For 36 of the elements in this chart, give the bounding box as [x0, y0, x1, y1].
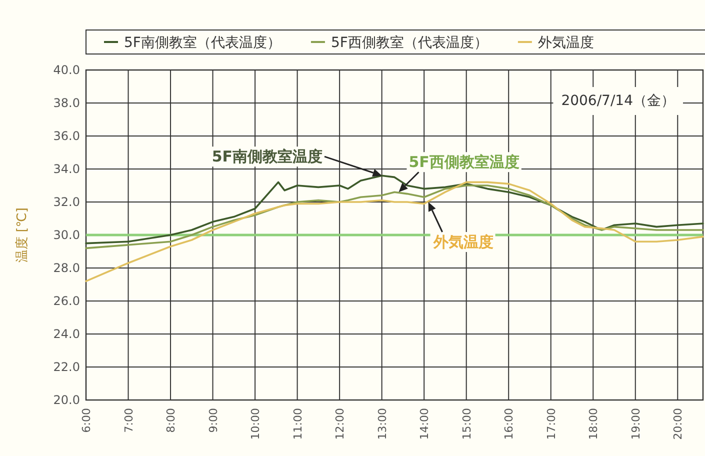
annotation: 2006/7/14（金）	[561, 93, 675, 109]
y-axis-title: 温度 [℃]	[14, 208, 30, 262]
x-tick-label: 7:00	[122, 408, 136, 433]
x-tick-label: 9:00	[206, 408, 220, 433]
line-series	[85, 184, 704, 250]
y-tick-label: 28.0	[53, 261, 80, 275]
x-tick-label: 14:00	[418, 408, 432, 440]
x-tick-label: 10:00	[249, 408, 262, 440]
x-tick-label: 11:00	[291, 408, 304, 440]
x-tick-label: 8:00	[164, 408, 178, 433]
x-tick-label: 13:00	[376, 408, 389, 440]
x-tick-label: 19:00	[629, 408, 642, 440]
y-tick-label: 34.0	[53, 162, 80, 176]
y-tick-label: 22.0	[53, 360, 80, 374]
y-tick-label: 26.0	[53, 294, 80, 308]
x-tick-label: 20:00	[672, 408, 685, 440]
annotation: 5F南側教室温度	[212, 148, 323, 166]
legend-label: 5F南側教室（代表温度）	[124, 35, 281, 51]
y-tick-label: 38.0	[53, 96, 80, 110]
annotation: 5F西側教室温度	[408, 153, 520, 172]
legend-label: 外気温度	[538, 35, 594, 51]
y-tick-label: 30.0	[53, 228, 80, 242]
legend-label: 5F西側教室（代表温度）	[330, 35, 488, 51]
y-tick-label: 36.0	[53, 129, 80, 143]
y-tick-label: 32.0	[53, 195, 80, 209]
y-tick-label: 24.0	[53, 327, 80, 341]
y-tick-label: 20.0	[53, 393, 80, 407]
line-series	[85, 181, 704, 282]
y-tick-label: 40.0	[53, 63, 80, 77]
annotation: 外気温度	[432, 233, 494, 251]
x-tick-label: 15:00	[460, 408, 474, 440]
x-tick-label: 18:00	[587, 408, 600, 440]
x-tick-label: 6:00	[80, 408, 93, 433]
x-tick-label: 12:00	[334, 408, 347, 440]
x-tick-label: 16:00	[502, 408, 516, 440]
x-tick-label: 17:00	[544, 408, 558, 440]
